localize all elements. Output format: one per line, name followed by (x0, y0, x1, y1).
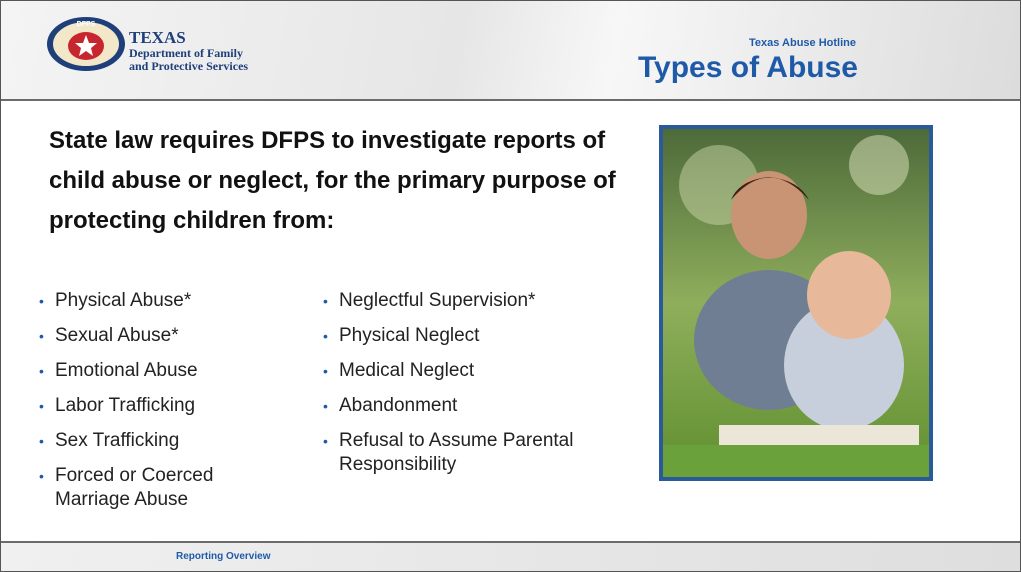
list-item: Emotional Abuse (39, 359, 269, 383)
photo (659, 125, 933, 481)
list-item: Neglectful Supervision* (323, 289, 583, 313)
intro: State law requires DFPS to investigate r… (49, 121, 639, 241)
list-item: Abandonment (323, 394, 583, 418)
footer-text: Reporting Overview (176, 551, 270, 562)
left-list: Physical Abuse* Sexual Abuse* Emotional Ab… (39, 289, 269, 523)
list-item: Refusal to Assume Parental Responsibilit… (323, 429, 583, 477)
slide: DFPS TEXAS Department of Family and Prot… (0, 0, 1021, 572)
subtitle: Texas Abuse Hotline (749, 37, 856, 49)
title: Types of Abuse (638, 51, 858, 85)
list-item: Forced or Coerced Marriage Abuse (39, 464, 269, 512)
list-item: Sex Trafficking (39, 429, 269, 453)
org-line: and Protective Services (129, 59, 248, 74)
footer (1, 541, 1020, 572)
list-item: Physical Abuse* (39, 289, 269, 313)
list-item: Medical Neglect (323, 359, 583, 383)
list-item: Physical Neglect (323, 324, 583, 348)
right-list: Neglectful Supervision* Physical Neglect M… (323, 289, 583, 488)
logo-badge: DFPS (77, 21, 96, 28)
list-item: Sexual Abuse* (39, 324, 269, 348)
logo: DFPS (45, 15, 127, 73)
org-name: TEXAS (129, 28, 186, 48)
list-item: Labor Trafficking (39, 394, 269, 418)
